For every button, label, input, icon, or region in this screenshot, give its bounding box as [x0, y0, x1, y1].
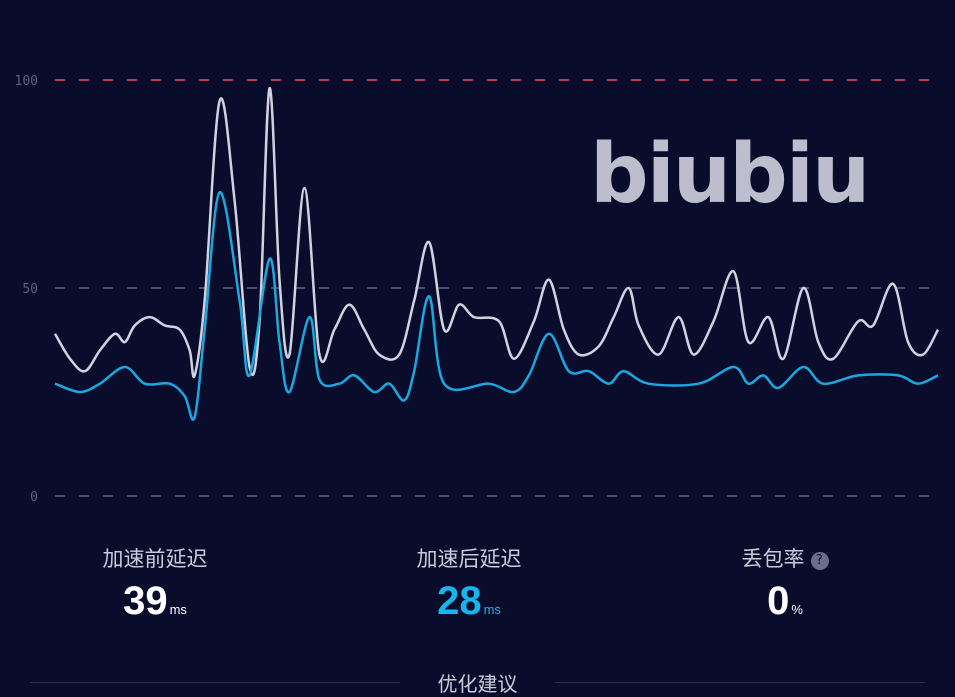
y-tick-label: 100 [15, 74, 38, 89]
stat-after-unit: ms [483, 602, 501, 617]
stat-before-unit: ms [169, 602, 187, 617]
stat-loss-label: 丢包率 [741, 547, 805, 571]
y-tick-label: 50 [22, 282, 38, 297]
series-line-before [53, 87, 940, 379]
stat-before: 加速前延迟 39 ms [90, 543, 220, 632]
stat-loss-value: 0 [767, 579, 790, 623]
y-tick-label: 0 [30, 490, 38, 505]
question-circle-icon[interactable]: ? [810, 552, 829, 570]
series-line-after [54, 191, 939, 421]
latency-chart: 0 50 100 [15, 74, 942, 505]
stat-loss-unit: % [791, 602, 803, 617]
optimization-tips-label: 优化建议 [437, 672, 518, 696]
watermark-logo: biubiu [590, 127, 870, 222]
stat-after-value: 28 [437, 579, 482, 623]
divider-left [30, 682, 400, 683]
stat-before-value: 39 [123, 579, 168, 623]
divider-right [555, 682, 925, 683]
stat-before-label: 加速前延迟 [102, 547, 208, 571]
optimization-tips-section[interactable]: 优化建议 [0, 668, 955, 697]
stat-after: 加速后延迟 28 ms [404, 543, 534, 632]
stat-loss: 丢包率? 0% [720, 543, 850, 632]
stat-after-label: 加速后延迟 [416, 547, 522, 571]
